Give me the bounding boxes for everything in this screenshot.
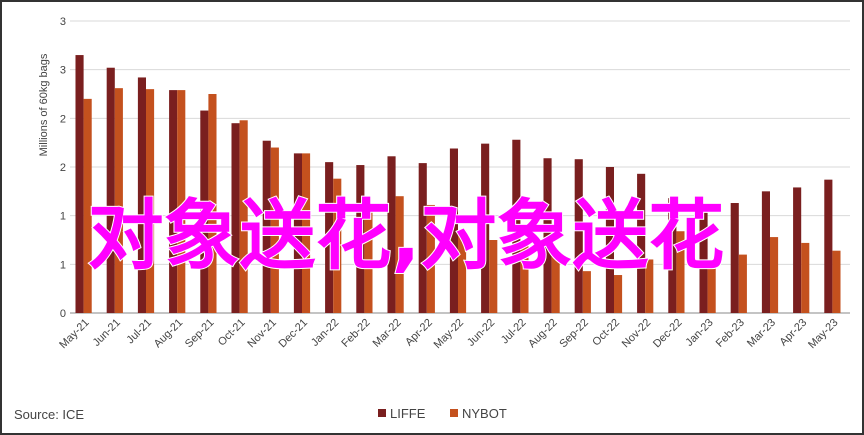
y-tick-label: 3 bbox=[60, 16, 66, 28]
bar bbox=[707, 260, 716, 313]
bar bbox=[551, 254, 560, 313]
bar bbox=[333, 178, 342, 313]
bar bbox=[614, 275, 623, 313]
bar bbox=[262, 140, 271, 313]
bar bbox=[302, 153, 311, 313]
bar bbox=[169, 90, 178, 314]
bar bbox=[418, 163, 427, 313]
bar bbox=[293, 153, 302, 313]
bar bbox=[325, 162, 334, 313]
y-tick-label: 1 bbox=[60, 211, 66, 223]
y-tick-label: 1 bbox=[60, 259, 66, 271]
bar bbox=[645, 259, 654, 313]
bar bbox=[75, 55, 84, 314]
bar bbox=[824, 179, 833, 313]
bar bbox=[146, 89, 155, 313]
bar bbox=[637, 173, 646, 313]
bar bbox=[676, 231, 685, 313]
bar bbox=[177, 90, 186, 314]
bar bbox=[489, 240, 498, 313]
bar bbox=[137, 77, 146, 313]
y-tick-label: 0 bbox=[60, 308, 66, 320]
bar bbox=[114, 88, 123, 313]
bar bbox=[200, 110, 209, 314]
bar bbox=[520, 244, 529, 313]
y-axis-label: Millions of 60kg bags bbox=[38, 53, 50, 156]
bar bbox=[106, 67, 115, 313]
bar bbox=[543, 158, 552, 313]
bar bbox=[356, 165, 365, 313]
bar bbox=[512, 139, 521, 313]
watermark: 对象送花,对象送花 bbox=[88, 191, 725, 280]
bar bbox=[761, 191, 770, 313]
legend-swatch bbox=[378, 409, 386, 417]
bar bbox=[793, 187, 802, 313]
bar bbox=[605, 167, 614, 313]
bar bbox=[582, 271, 591, 313]
y-tick-label: 3 bbox=[60, 65, 66, 77]
bar bbox=[738, 254, 747, 313]
bar bbox=[699, 212, 708, 313]
bar bbox=[231, 123, 240, 313]
bar bbox=[270, 147, 279, 313]
bar bbox=[832, 250, 841, 313]
bar bbox=[208, 94, 217, 313]
y-tick-label: 2 bbox=[60, 162, 66, 174]
bar bbox=[239, 120, 248, 313]
legend-swatch bbox=[450, 409, 458, 417]
bar bbox=[449, 148, 458, 313]
bar bbox=[364, 209, 373, 313]
legend-label: NYBOT bbox=[462, 406, 507, 421]
y-tick-label: 2 bbox=[60, 113, 66, 125]
source: Source: ICE bbox=[14, 407, 84, 422]
legend-label: LIFFE bbox=[390, 406, 426, 421]
bar bbox=[458, 230, 467, 313]
bar bbox=[426, 204, 435, 313]
bar bbox=[481, 143, 490, 313]
bar bbox=[801, 242, 810, 313]
bar bbox=[668, 198, 677, 313]
bar bbox=[83, 98, 92, 313]
bar bbox=[574, 159, 583, 313]
bar bbox=[387, 156, 396, 313]
bar bbox=[730, 203, 739, 313]
bar bbox=[770, 237, 779, 313]
bar bbox=[395, 196, 404, 313]
